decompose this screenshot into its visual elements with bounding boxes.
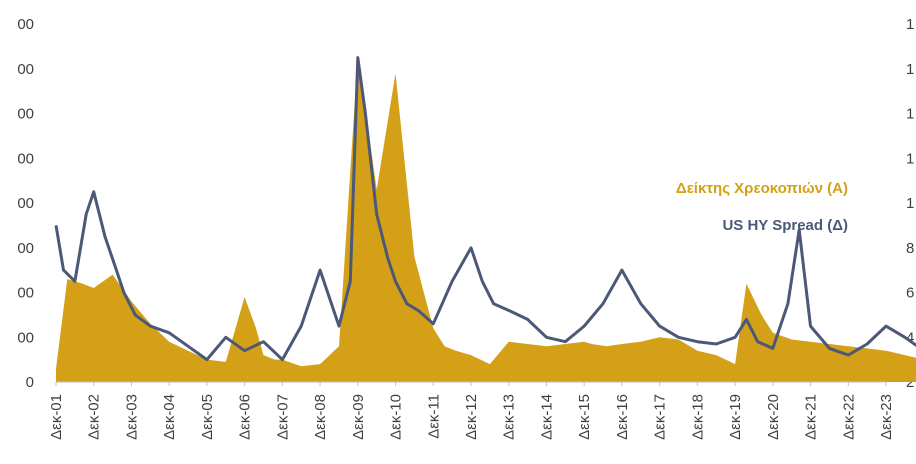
right-tick-label: 8 [906,240,914,257]
x-tick-label: Δεκ-13 [501,394,518,440]
x-tick-label: Δεκ-15 [576,394,593,440]
x-tick-label: Δεκ-08 [312,394,329,440]
right-tick-label: 1 [906,16,914,33]
x-tick-label: Δεκ-20 [765,394,782,440]
x-tick-label: Δεκ-02 [86,394,103,440]
x-axis-tick-labels: Δεκ-01 Δεκ-02 Δεκ-03 Δεκ-04 Δεκ-05 Δεκ-06 Δεκ-… [48,382,895,440]
x-tick-label: Δεκ-14 [539,394,556,440]
right-tick-label: 2 [906,374,914,391]
x-tick-label: Δεκ-16 [614,394,631,440]
right-tick-label: 1 [906,195,914,212]
x-tick-label: Δεκ-05 [199,394,216,440]
x-tick-label: Δεκ-07 [274,394,291,440]
right-axis-ticks: 2 4 6 8 1 1 1 1 1 [906,16,914,391]
x-tick-label: Δεκ-21 [803,394,820,440]
left-tick-label: 00 [17,150,34,167]
x-tick-label: Δεκ-19 [727,394,744,440]
right-tick-label: 1 [906,150,914,167]
left-tick-label: 00 [17,329,34,346]
x-tick-label: Δεκ-12 [463,394,480,440]
x-tick-label: Δεκ-11 [425,394,442,439]
x-tick-label: Δεκ-03 [124,394,141,440]
right-tick-label: 1 [906,106,914,123]
x-tick-label: Δεκ-04 [161,394,178,440]
x-tick-label: Δεκ-06 [237,394,254,440]
left-tick-label: 00 [17,106,34,123]
legend-default-index: Δείκτης Χρεοκοπιών (Α) [676,180,848,197]
legend-us-hy-spread: US HY Spread (Δ) [722,217,848,234]
x-tick-label: Δεκ-10 [388,394,405,440]
left-tick-label: 00 [17,285,34,302]
x-tick-label: Δεκ-09 [350,394,367,440]
right-tick-label: 1 [906,61,914,78]
right-tick-label: 4 [906,329,914,346]
x-tick-label: Δεκ-22 [840,394,857,440]
left-tick-label: 00 [17,195,34,212]
left-tick-label: 0 [26,374,34,391]
right-tick-label: 6 [906,285,914,302]
x-tick-label: Δεκ-18 [689,394,706,440]
x-tick-label: Δεκ-17 [652,394,669,440]
left-tick-label: 00 [17,240,34,257]
x-tick-label: Δεκ-01 [48,394,65,440]
left-tick-label: 00 [17,16,34,33]
us-hy-spread-line [54,56,916,362]
x-tick-label: Δεκ-23 [878,394,895,440]
left-tick-label: 00 [17,61,34,78]
